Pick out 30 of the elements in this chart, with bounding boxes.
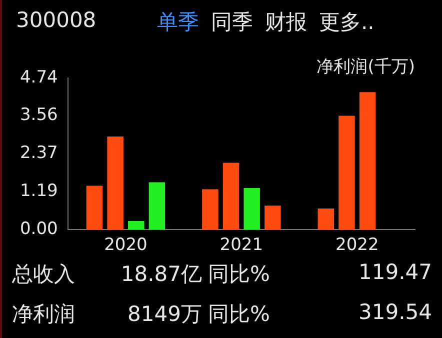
text: 更多.. xyxy=(319,9,374,36)
text: 财报 xyxy=(265,9,307,36)
bar xyxy=(86,186,103,230)
x-tick-label: 2021 xyxy=(220,235,264,256)
bar xyxy=(244,188,260,230)
y-axis-title: 净利润(千万) xyxy=(316,56,415,77)
bar xyxy=(202,189,218,230)
bar xyxy=(318,208,334,230)
text: 319.54 xyxy=(358,300,432,324)
y-tick-label: 1.19 xyxy=(20,180,58,201)
text: 8149万 xyxy=(128,301,202,328)
text: 119.47 xyxy=(358,260,432,284)
text: 净利润 xyxy=(12,301,75,328)
bar xyxy=(128,220,144,230)
y-tick-label: 2.37 xyxy=(20,143,58,164)
x-tick-label: 2020 xyxy=(104,235,148,256)
y-tick-label: 4.74 xyxy=(20,67,58,88)
text: 18.87亿 xyxy=(120,261,202,288)
x-tick-label: 2022 xyxy=(336,235,379,256)
bar xyxy=(222,162,240,230)
text: 单季 xyxy=(157,9,199,36)
text: 总收入 xyxy=(12,261,75,288)
y-tick-label: 3.56 xyxy=(20,105,58,126)
y-tick-label: 0.00 xyxy=(20,219,58,240)
text: 同比% xyxy=(208,261,270,288)
bar xyxy=(107,136,124,230)
text: 同比% xyxy=(208,301,270,328)
text: 同季 xyxy=(211,9,253,36)
chart-title: 300008 xyxy=(16,8,96,32)
bar xyxy=(338,116,355,230)
